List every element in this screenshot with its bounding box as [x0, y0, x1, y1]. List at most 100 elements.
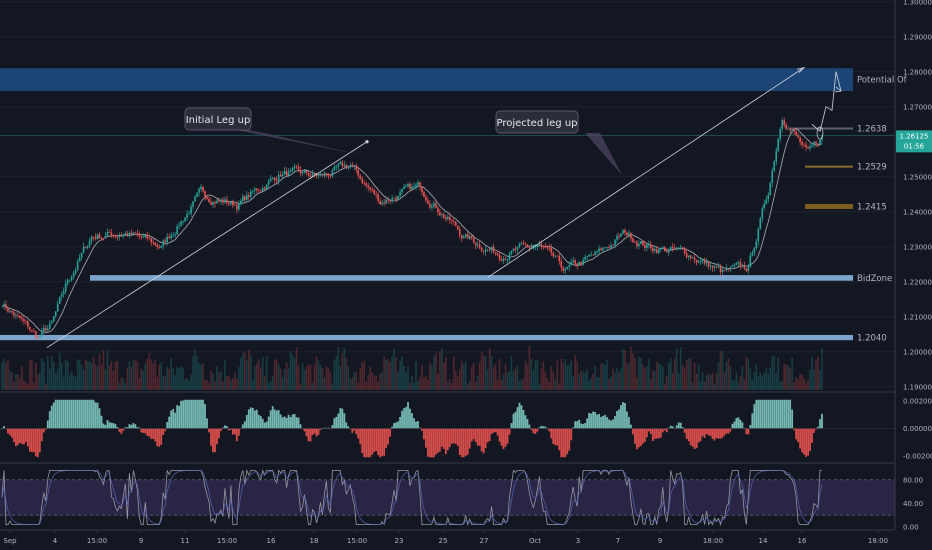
candle-body[interactable] — [182, 221, 184, 222]
candle-body[interactable] — [232, 201, 234, 206]
candle-body[interactable] — [226, 199, 228, 203]
candle-body[interactable] — [727, 268, 730, 270]
candle-body[interactable] — [451, 220, 453, 222]
candle-body[interactable] — [44, 327, 47, 331]
candle-body[interactable] — [626, 232, 628, 236]
candle-body[interactable] — [697, 261, 700, 263]
candle-body[interactable] — [568, 265, 571, 268]
candle-body[interactable] — [295, 166, 298, 168]
candle-body[interactable] — [23, 319, 25, 322]
candle-body[interactable] — [751, 252, 754, 256]
candle-body[interactable] — [454, 221, 457, 226]
candle-body[interactable] — [315, 174, 318, 177]
candle-body[interactable] — [789, 128, 791, 131]
candle-body[interactable] — [417, 182, 419, 185]
candle-body[interactable] — [126, 233, 129, 236]
candle-body[interactable] — [319, 174, 322, 176]
candle-body[interactable] — [646, 244, 648, 248]
candle-body[interactable] — [385, 199, 387, 204]
candle-body[interactable] — [389, 200, 391, 202]
candle-body[interactable] — [681, 247, 684, 249]
candle-body[interactable] — [68, 279, 71, 281]
candle-body[interactable] — [11, 310, 13, 313]
candle-body[interactable] — [387, 199, 389, 201]
candle-body[interactable] — [610, 244, 612, 248]
candle-body[interactable] — [82, 246, 85, 253]
candle-body[interactable] — [572, 260, 575, 262]
candle-body[interactable] — [604, 247, 606, 249]
candle-body[interactable] — [624, 229, 626, 233]
candle-body[interactable] — [550, 247, 553, 253]
candle-body[interactable] — [158, 246, 161, 248]
candle-body[interactable] — [490, 246, 493, 251]
candle-body[interactable] — [377, 194, 379, 202]
candle-body[interactable] — [656, 249, 658, 253]
candle-body[interactable] — [468, 236, 471, 239]
candle-body[interactable] — [212, 202, 214, 205]
candle-body[interactable] — [423, 191, 425, 197]
candle-body[interactable] — [558, 255, 561, 262]
candle-body[interactable] — [522, 243, 525, 245]
candle-body[interactable] — [777, 138, 780, 151]
candle-body[interactable] — [452, 221, 455, 222]
candle-body[interactable] — [349, 166, 352, 168]
candle-body[interactable] — [321, 174, 324, 176]
candle-body[interactable] — [21, 318, 23, 320]
candle-body[interactable] — [771, 170, 774, 183]
candle-layer[interactable] — [3, 117, 823, 340]
candle-body[interactable] — [19, 315, 21, 319]
candle-body[interactable] — [379, 201, 381, 205]
initial-leg-trendline[interactable] — [46, 141, 368, 348]
candle-body[interactable] — [246, 195, 248, 200]
candle-body[interactable] — [52, 316, 55, 322]
candle-body[interactable] — [640, 241, 642, 244]
candle-body[interactable] — [94, 236, 97, 239]
candle-body[interactable] — [761, 208, 764, 219]
candle-body[interactable] — [811, 145, 813, 147]
candle-body[interactable] — [136, 233, 139, 235]
candle-body[interactable] — [303, 170, 306, 173]
candle-body[interactable] — [526, 244, 529, 247]
candle-body[interactable] — [548, 247, 551, 249]
candle-body[interactable] — [383, 202, 385, 204]
candle-body[interactable] — [564, 269, 567, 271]
candle-body[interactable] — [628, 232, 630, 236]
candle-body[interactable] — [74, 269, 77, 273]
candle-body[interactable] — [675, 247, 678, 249]
candle-body[interactable] — [749, 255, 752, 267]
candle-body[interactable] — [715, 266, 718, 268]
candle-body[interactable] — [148, 238, 151, 240]
candle-body[interactable] — [721, 269, 724, 273]
candle-body[interactable] — [154, 242, 157, 245]
candle-body[interactable] — [413, 186, 415, 188]
candle-body[interactable] — [466, 233, 469, 239]
candle-body[interactable] — [763, 203, 766, 209]
candle-body[interactable] — [309, 175, 312, 177]
candle-body[interactable] — [373, 189, 375, 194]
candle-body[interactable] — [512, 248, 515, 251]
candle-body[interactable] — [614, 239, 616, 246]
candle-body[interactable] — [536, 244, 539, 247]
candle-body[interactable] — [679, 247, 682, 249]
candle-body[interactable] — [711, 265, 714, 268]
candle-body[interactable] — [616, 235, 618, 240]
candle-body[interactable] — [116, 236, 119, 238]
candle-body[interactable] — [733, 265, 736, 266]
candle-body[interactable] — [393, 197, 395, 199]
candle-body[interactable] — [15, 315, 17, 317]
candle-body[interactable] — [367, 185, 370, 188]
candle-body[interactable] — [582, 259, 584, 265]
candle-body[interactable] — [244, 196, 246, 200]
candle-body[interactable] — [460, 234, 463, 239]
candle-body[interactable] — [785, 124, 787, 129]
candle-body[interactable] — [150, 238, 153, 243]
candle-body[interactable] — [172, 235, 174, 236]
candle-body[interactable] — [644, 245, 646, 248]
candle-body[interactable] — [739, 262, 742, 267]
candle-body[interactable] — [765, 199, 768, 204]
candle-body[interactable] — [731, 265, 734, 267]
candle-body[interactable] — [813, 141, 815, 146]
candle-body[interactable] — [234, 205, 236, 206]
candle-body[interactable] — [622, 229, 624, 234]
